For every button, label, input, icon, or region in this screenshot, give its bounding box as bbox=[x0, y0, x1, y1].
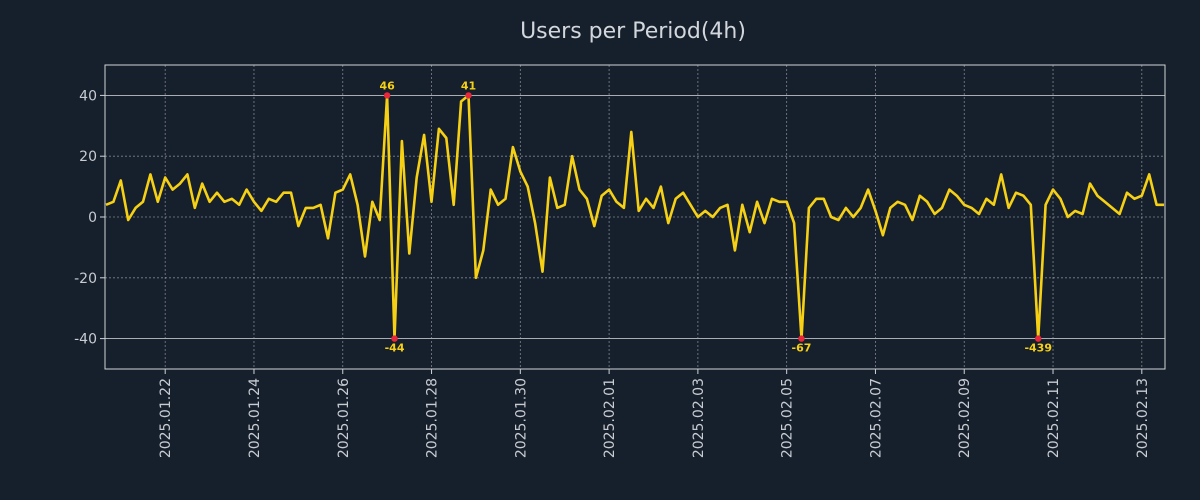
grid bbox=[105, 65, 1165, 369]
plot-area-frame bbox=[104, 64, 1166, 370]
y-axis: -40 -20 0 20 40 bbox=[74, 88, 105, 348]
annotation-marker bbox=[1035, 335, 1042, 342]
x-tick-label: 2025.02.11 bbox=[1046, 378, 1062, 458]
annotations: 46 41 -44 -67 -439 bbox=[379, 79, 1051, 354]
annotation-marker bbox=[798, 335, 805, 342]
x-tick-label: 2025.01.22 bbox=[158, 378, 174, 458]
y-tick-label: 20 bbox=[79, 149, 97, 165]
x-tick-label: 2025.01.26 bbox=[336, 378, 352, 458]
series-line-users bbox=[105, 94, 1164, 340]
y-tick-label: -40 bbox=[74, 332, 97, 348]
annotation-label: 46 bbox=[379, 79, 395, 92]
annotation-label: -44 bbox=[385, 342, 405, 355]
annotation-marker bbox=[383, 92, 391, 99]
x-tick-label: 2025.02.01 bbox=[602, 378, 618, 458]
x-tick-label: 2025.01.28 bbox=[425, 378, 441, 458]
x-tick-label: 2025.02.03 bbox=[691, 378, 707, 458]
x-tick-label: 2025.02.07 bbox=[868, 378, 884, 458]
y-tick-label: -20 bbox=[74, 271, 97, 287]
chart-title: Users per Period(4h) bbox=[520, 19, 746, 44]
annotation-marker bbox=[391, 335, 398, 342]
x-tick-label: 2025.01.30 bbox=[513, 378, 529, 458]
x-tick-label: 2025.01.24 bbox=[247, 378, 263, 458]
y-tick-label: 40 bbox=[79, 88, 97, 104]
series-layer bbox=[105, 94, 1164, 340]
y-tick-label: 0 bbox=[88, 210, 97, 226]
x-tick-label: 2025.02.09 bbox=[957, 378, 973, 458]
x-tick-label: 2025.02.05 bbox=[780, 378, 796, 458]
annotation-marker bbox=[465, 92, 472, 99]
x-axis: 2025.01.22 2025.01.24 2025.01.26 2025.01.28… bbox=[158, 369, 1151, 458]
annotation-label: -67 bbox=[792, 342, 812, 355]
annotation-label: -439 bbox=[1024, 342, 1052, 355]
x-tick-label: 2025.02.13 bbox=[1135, 378, 1151, 458]
annotation-label: 41 bbox=[461, 79, 476, 92]
